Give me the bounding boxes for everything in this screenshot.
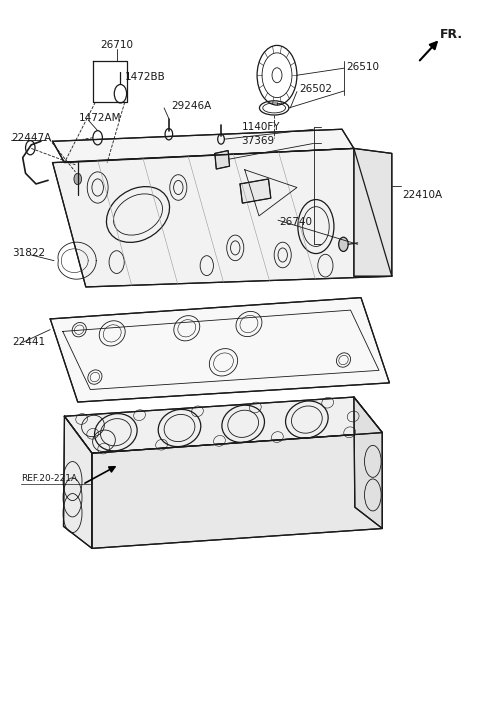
Polygon shape: [240, 179, 271, 203]
Polygon shape: [354, 148, 392, 276]
Polygon shape: [53, 148, 392, 287]
Text: FR.: FR.: [440, 27, 463, 41]
Text: 26710: 26710: [100, 40, 133, 50]
Text: 26740: 26740: [279, 217, 312, 226]
Text: 31822: 31822: [12, 248, 46, 258]
Polygon shape: [92, 432, 383, 548]
Polygon shape: [50, 298, 389, 402]
Polygon shape: [215, 150, 229, 169]
Text: 26510: 26510: [347, 62, 380, 72]
Polygon shape: [354, 397, 383, 528]
Text: 29246A: 29246A: [171, 101, 212, 111]
Text: 1472AM: 1472AM: [79, 113, 121, 123]
Text: 22441: 22441: [12, 337, 46, 347]
Circle shape: [339, 237, 348, 251]
Polygon shape: [63, 416, 92, 548]
Text: 1472BB: 1472BB: [125, 72, 166, 82]
Text: 1140FY: 1140FY: [241, 122, 280, 132]
Text: 22410A: 22410A: [403, 190, 443, 200]
Text: 22447A: 22447A: [12, 132, 51, 142]
Polygon shape: [64, 397, 383, 453]
Text: 26502: 26502: [300, 84, 332, 95]
Circle shape: [74, 173, 82, 185]
Polygon shape: [53, 129, 354, 163]
Text: 37369: 37369: [241, 136, 275, 146]
Text: REF.20-221A: REF.20-221A: [21, 474, 77, 483]
